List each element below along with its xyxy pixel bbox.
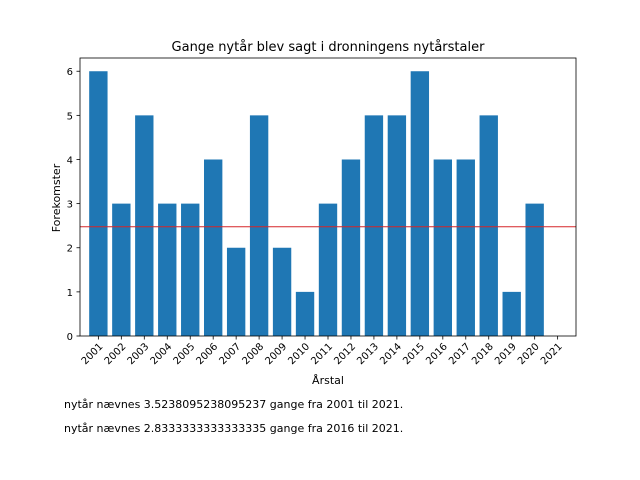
x-tick-label: 2002 — [103, 341, 129, 367]
x-tick-label: 2009 — [263, 341, 289, 367]
x-tick-label: 2006 — [195, 341, 221, 367]
x-tick-label: 2010 — [286, 341, 312, 367]
y-tick-label: 3 — [67, 200, 73, 211]
y-tick-label: 5 — [67, 111, 73, 122]
x-tick-label: 2011 — [309, 341, 335, 367]
x-tick-label: 2004 — [149, 341, 175, 367]
bar-2008 — [249, 115, 269, 336]
x-tick-label: 2008 — [240, 341, 266, 367]
bar-2007 — [226, 247, 246, 336]
x-tick-label: 2014 — [378, 341, 404, 367]
bar-2004 — [158, 203, 177, 336]
x-tick-label: 2016 — [424, 341, 450, 367]
bar-2011 — [318, 203, 338, 336]
bar-2001 — [89, 71, 108, 336]
bar-2014 — [387, 115, 407, 336]
bar-2015 — [410, 71, 430, 336]
bar-2016 — [433, 159, 452, 336]
bar-2019 — [502, 291, 521, 336]
x-tick-label: 2018 — [470, 341, 496, 367]
x-tick-label: 2020 — [516, 341, 542, 367]
bar-2012 — [341, 159, 361, 336]
x-tick-label: 2015 — [401, 341, 427, 367]
chart-title: Gange nytår blev sagt i dronningens nytå… — [172, 40, 486, 55]
x-tick-label: 2007 — [217, 341, 243, 367]
x-tick-label: 2019 — [493, 341, 519, 367]
y-tick-label: 4 — [67, 155, 73, 166]
bar-2002 — [112, 203, 131, 336]
y-tick-label: 0 — [67, 332, 73, 343]
x-tick-label: 2017 — [447, 341, 473, 367]
summary-note-2001-2021: nytår nævnes 3.5238095238095237 gange fr… — [64, 398, 404, 411]
bar-2006 — [204, 159, 223, 336]
bar-2018 — [479, 115, 498, 336]
bar-2009 — [272, 247, 292, 336]
y-tick-label: 2 — [67, 244, 73, 255]
y-axis-label: Forekomster — [50, 163, 63, 232]
bar-2017 — [456, 159, 475, 336]
x-tick-label: 2003 — [126, 341, 152, 367]
bar-2020 — [525, 203, 544, 336]
x-tick-label: 2012 — [332, 341, 358, 367]
summary-note-2016-2021: nytår nævnes 2.8333333333333335 gange fr… — [64, 422, 404, 435]
bar-2005 — [181, 203, 200, 336]
x-tick-label: 2005 — [172, 341, 198, 367]
bar-2003 — [135, 115, 154, 336]
plot-area: 0123456200120022003200420052006200720082… — [67, 57, 577, 367]
x-tick-label: 2013 — [355, 341, 381, 367]
x-tick-label: 2021 — [539, 341, 565, 367]
x-tick-label: 2001 — [80, 341, 106, 367]
bar-2010 — [295, 291, 315, 336]
y-tick-label: 1 — [67, 288, 73, 299]
y-tick-label: 6 — [67, 67, 73, 78]
bar-2013 — [364, 115, 384, 336]
x-axis-label: Årstal — [312, 374, 344, 387]
